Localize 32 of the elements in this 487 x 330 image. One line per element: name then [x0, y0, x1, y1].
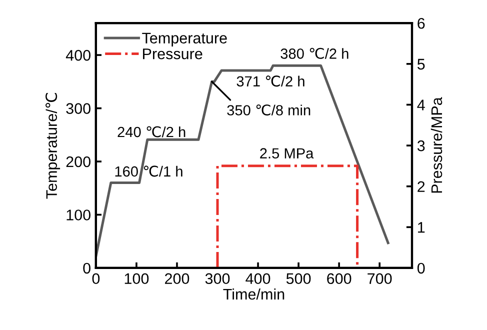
y-axis-title: Temperature/℃	[46, 93, 60, 199]
annotation: 350 ℃/8 min	[227, 104, 310, 116]
y-tick-label: 100	[66, 210, 90, 220]
legend-label: Temperature	[142, 32, 227, 47]
annotation: 240 ℃/2 h	[118, 126, 186, 138]
x-tick-label: 100	[124, 273, 149, 284]
y-tick-label: 300	[66, 103, 90, 114]
legend-label: Pressure	[143, 48, 202, 60]
y2-tick-label: 2	[418, 181, 425, 192]
y2-tick-label: 0	[417, 262, 425, 274]
y-tick-label: 400	[66, 50, 90, 61]
annotation: 160 ℃/1 h	[115, 166, 182, 177]
annotation: 380 ℃/2 h	[280, 48, 348, 59]
x-tick-label: 600	[327, 273, 352, 284]
x-tick-label: 200	[165, 273, 190, 284]
y2-tick-label: 1	[418, 222, 425, 233]
x-tick-label: 500	[286, 273, 311, 284]
x-tick-label: 700	[368, 273, 392, 284]
annotation: 2.5 MPa	[260, 148, 314, 159]
y2-tick-label: 4	[417, 100, 425, 110]
x-axis-title: Time/min	[223, 288, 284, 300]
x-tick-label: 0	[92, 273, 100, 284]
line-series	[96, 64, 390, 258]
y-tick-label: 200	[66, 156, 90, 168]
y2-axis-title: Pressure/MPa	[430, 97, 442, 193]
annotation: 371 ℃/2 h	[236, 76, 304, 87]
x-tick-label: 300	[205, 273, 230, 284]
x-tick-label: 400	[246, 273, 270, 284]
y2-tick-label: 5	[417, 58, 425, 70]
y2-tick-label: 6	[418, 18, 425, 29]
y2-tick-label: 3	[417, 140, 425, 152]
y-tick-label: 0	[83, 262, 90, 274]
